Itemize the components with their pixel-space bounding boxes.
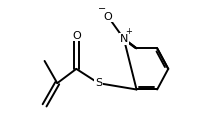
Text: O: O: [104, 12, 112, 22]
Text: +: +: [126, 27, 133, 36]
Text: N: N: [120, 34, 128, 44]
Text: S: S: [95, 78, 102, 88]
Text: O: O: [72, 31, 81, 41]
Text: −: −: [98, 4, 106, 14]
